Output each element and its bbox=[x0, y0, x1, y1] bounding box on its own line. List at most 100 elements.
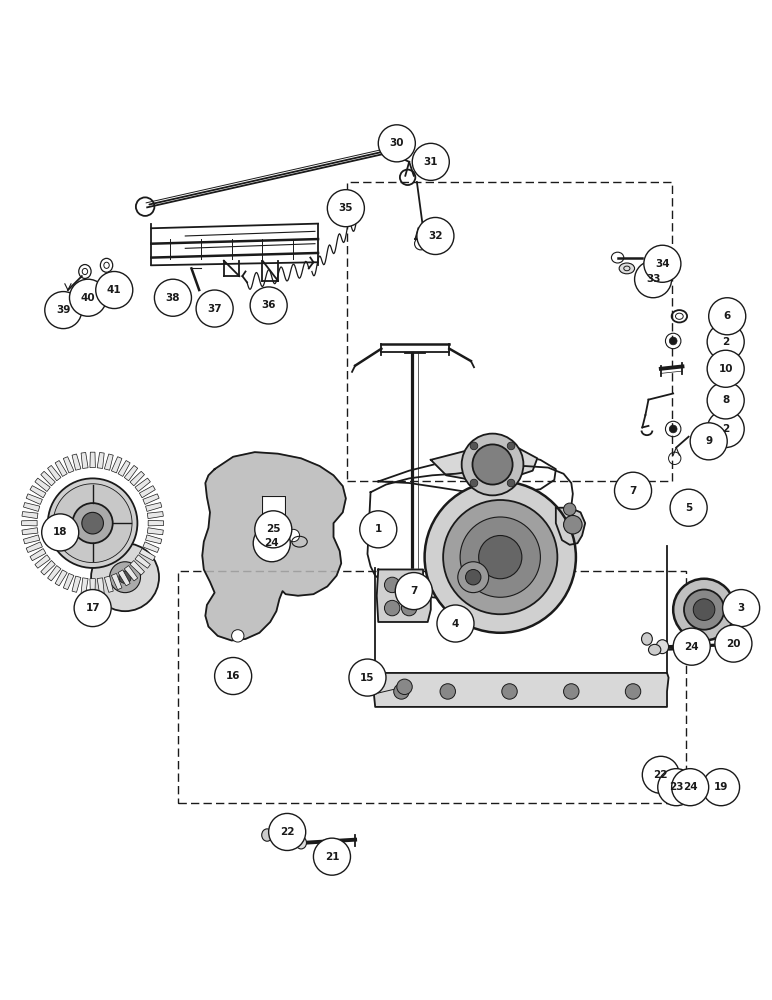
Circle shape bbox=[458, 562, 489, 593]
Text: 41: 41 bbox=[107, 285, 121, 295]
Polygon shape bbox=[55, 570, 67, 586]
Polygon shape bbox=[90, 452, 96, 468]
Circle shape bbox=[378, 125, 415, 162]
Polygon shape bbox=[63, 573, 74, 590]
Circle shape bbox=[472, 444, 513, 485]
Circle shape bbox=[440, 684, 455, 699]
Polygon shape bbox=[130, 471, 144, 486]
Circle shape bbox=[425, 481, 576, 633]
Text: 34: 34 bbox=[655, 259, 669, 269]
Circle shape bbox=[196, 290, 233, 327]
Text: 37: 37 bbox=[208, 304, 222, 314]
Polygon shape bbox=[35, 555, 50, 568]
Circle shape bbox=[707, 323, 744, 360]
Text: 38: 38 bbox=[166, 293, 180, 303]
Circle shape bbox=[715, 625, 752, 662]
Text: 7: 7 bbox=[410, 586, 418, 596]
Text: 21: 21 bbox=[325, 852, 339, 862]
Text: 31: 31 bbox=[424, 157, 438, 167]
Circle shape bbox=[53, 484, 132, 563]
Ellipse shape bbox=[278, 531, 290, 540]
Circle shape bbox=[395, 573, 432, 610]
Circle shape bbox=[672, 769, 709, 806]
Polygon shape bbox=[135, 478, 151, 492]
Circle shape bbox=[703, 769, 740, 806]
Polygon shape bbox=[118, 461, 130, 476]
Circle shape bbox=[507, 479, 515, 487]
Circle shape bbox=[253, 525, 290, 562]
Ellipse shape bbox=[642, 633, 652, 645]
Polygon shape bbox=[262, 496, 285, 519]
Text: 2: 2 bbox=[722, 424, 730, 434]
Circle shape bbox=[74, 590, 111, 627]
Circle shape bbox=[502, 684, 517, 699]
Polygon shape bbox=[118, 570, 130, 586]
Circle shape bbox=[669, 337, 677, 345]
Circle shape bbox=[313, 838, 350, 875]
Text: 7: 7 bbox=[629, 486, 637, 496]
Polygon shape bbox=[81, 452, 88, 468]
Polygon shape bbox=[63, 457, 74, 473]
Polygon shape bbox=[140, 486, 155, 498]
Circle shape bbox=[479, 536, 522, 579]
Circle shape bbox=[635, 261, 672, 298]
Circle shape bbox=[507, 442, 515, 450]
Circle shape bbox=[707, 410, 744, 448]
Polygon shape bbox=[104, 454, 113, 470]
Bar bbox=[178, 571, 686, 803]
Polygon shape bbox=[22, 520, 37, 526]
Circle shape bbox=[91, 543, 159, 611]
Polygon shape bbox=[26, 542, 42, 552]
Circle shape bbox=[215, 657, 252, 695]
Polygon shape bbox=[377, 569, 431, 622]
Circle shape bbox=[673, 579, 735, 641]
Polygon shape bbox=[81, 578, 88, 594]
Circle shape bbox=[384, 577, 400, 593]
Circle shape bbox=[110, 562, 141, 593]
Circle shape bbox=[384, 600, 400, 616]
Text: 22: 22 bbox=[280, 827, 294, 837]
Ellipse shape bbox=[619, 263, 635, 274]
Polygon shape bbox=[23, 535, 39, 544]
Text: 1: 1 bbox=[374, 524, 382, 534]
Text: 24: 24 bbox=[683, 782, 697, 792]
Text: 39: 39 bbox=[56, 305, 70, 315]
Text: 19: 19 bbox=[714, 782, 728, 792]
Circle shape bbox=[397, 679, 412, 695]
Circle shape bbox=[615, 472, 652, 509]
Circle shape bbox=[360, 511, 397, 548]
Polygon shape bbox=[97, 452, 104, 468]
Circle shape bbox=[564, 503, 576, 515]
Circle shape bbox=[670, 489, 707, 526]
Polygon shape bbox=[135, 555, 151, 568]
Circle shape bbox=[394, 684, 409, 699]
Bar bbox=[347, 182, 672, 481]
Polygon shape bbox=[97, 578, 104, 594]
Circle shape bbox=[119, 571, 131, 583]
Circle shape bbox=[349, 659, 386, 696]
Text: 24: 24 bbox=[265, 538, 279, 548]
Circle shape bbox=[466, 569, 481, 585]
Circle shape bbox=[709, 298, 746, 335]
Text: 2: 2 bbox=[722, 337, 730, 347]
Polygon shape bbox=[147, 512, 164, 519]
Text: 15: 15 bbox=[361, 673, 374, 683]
Polygon shape bbox=[23, 503, 39, 511]
Circle shape bbox=[707, 350, 744, 387]
Circle shape bbox=[707, 382, 744, 419]
Circle shape bbox=[564, 515, 582, 534]
Circle shape bbox=[460, 517, 540, 597]
Polygon shape bbox=[55, 461, 67, 476]
Polygon shape bbox=[22, 528, 38, 535]
Text: 36: 36 bbox=[262, 300, 276, 310]
Circle shape bbox=[255, 511, 292, 548]
Circle shape bbox=[723, 590, 760, 627]
Circle shape bbox=[401, 600, 417, 616]
Circle shape bbox=[684, 590, 724, 630]
Polygon shape bbox=[35, 478, 50, 492]
Circle shape bbox=[669, 425, 677, 433]
Ellipse shape bbox=[296, 837, 306, 849]
Circle shape bbox=[42, 514, 79, 551]
Polygon shape bbox=[90, 579, 96, 594]
Circle shape bbox=[564, 684, 579, 699]
